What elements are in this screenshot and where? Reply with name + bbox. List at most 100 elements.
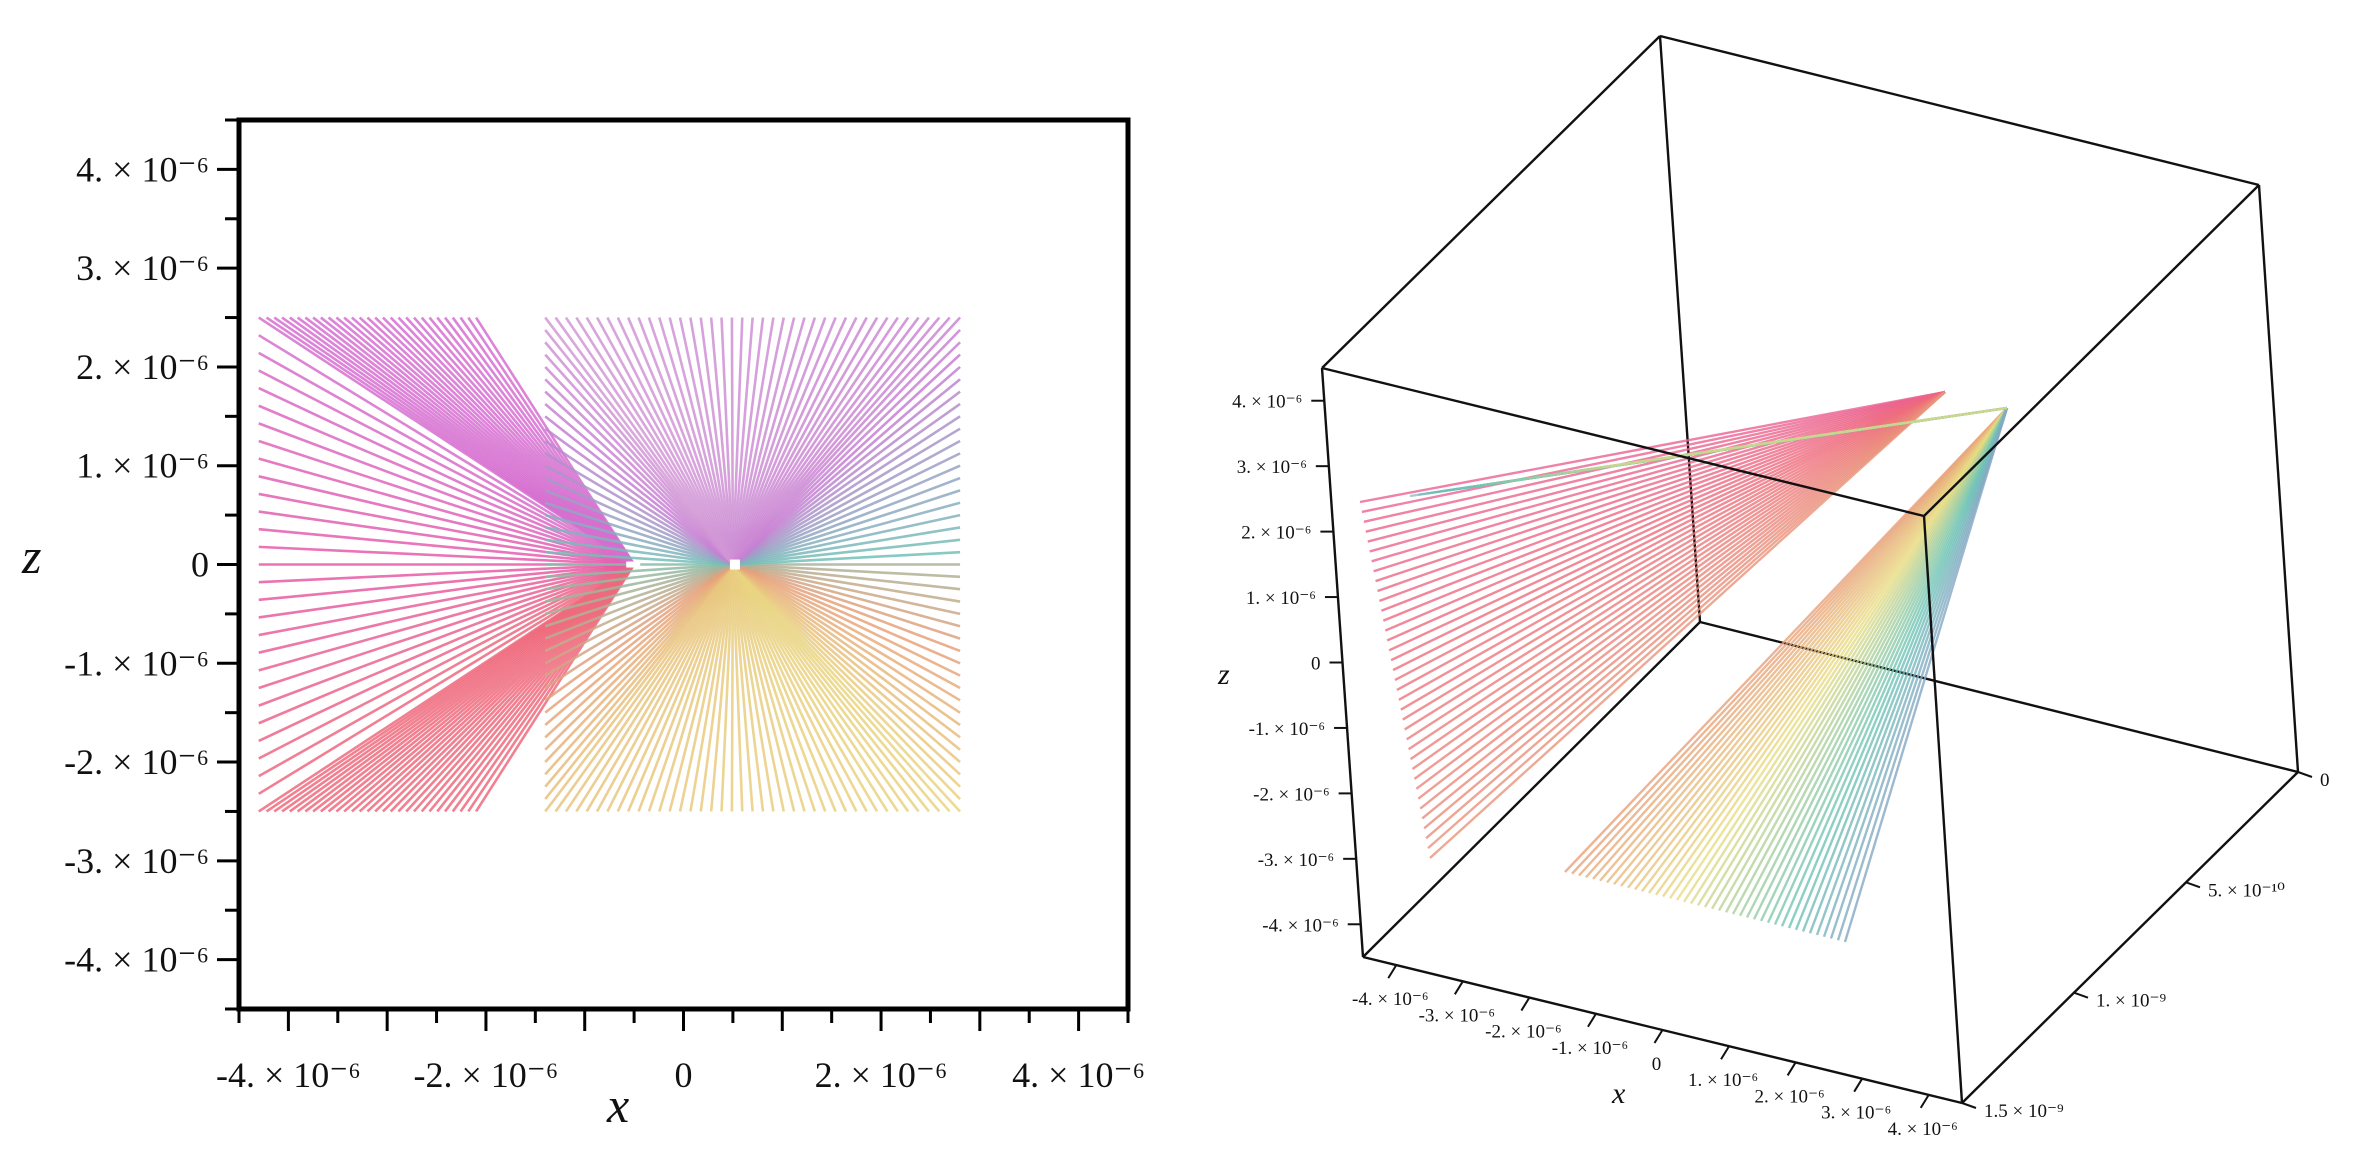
y-tick-label: -3. × 10⁻⁶ [64,841,209,881]
x-tick [1786,1061,1797,1076]
series-line [731,317,837,565]
series-line [732,464,961,566]
series-line [545,550,733,566]
series-line [564,316,734,566]
series-line [658,317,735,565]
y-tick-label: 1. × 10⁻⁹ [2096,991,2166,1012]
series-line [544,526,734,566]
series-line [732,489,961,566]
series-line [1394,390,1946,682]
series-line [731,317,786,565]
x-tick-label: 4. × 10⁻⁶ [1012,1055,1145,1095]
series-line [544,563,734,640]
series-line [732,476,961,566]
x-tick [1853,1078,1864,1093]
series-line [731,316,879,566]
series-line [731,316,930,566]
z-tick-label: -1. × 10⁻⁶ [1249,719,1325,740]
x-tick [1720,1045,1730,1060]
box-edge [1362,621,1701,958]
series-line [731,316,910,566]
series-line [1417,391,1946,800]
series-line [731,564,754,812]
series-line [731,317,775,565]
series-line [732,563,961,739]
series-line [258,563,635,672]
series-line [732,563,961,751]
series-line [731,563,962,813]
series-line [731,564,744,812]
series-line [732,402,961,566]
series-line [731,316,858,566]
series-line [1421,391,1946,820]
series-line [730,564,735,812]
series-line [731,317,744,565]
series-line [544,366,734,566]
series-line [1836,407,2009,941]
series-line [732,439,961,566]
series-line [731,563,961,788]
series-line [668,564,735,812]
series-line [544,476,734,566]
x-tick-label: -4. × 10⁻⁶ [216,1055,361,1095]
series-line [732,563,961,702]
series-line [595,316,735,566]
z-tick-label: -4. × 10⁻⁶ [1262,915,1338,936]
series-line [731,316,962,566]
plot-3d-front-edges [1320,34,2300,1105]
series-line [731,563,868,813]
series-line [544,329,734,566]
x-tick-label: -2. × 10⁻⁶ [414,1055,559,1095]
series-line [544,563,734,653]
series-line [1379,390,1946,603]
series-line [731,564,817,812]
z-tick-label: 0 [1311,654,1321,675]
x-tick-label: -4. × 10⁻⁶ [1352,989,1428,1010]
center-point [626,561,641,568]
series-line [732,550,961,566]
series-line [731,563,879,813]
series-line [1363,390,1946,523]
series-line [616,317,735,566]
series-line [731,563,848,812]
series-line [544,563,734,628]
series-line [258,563,635,707]
series-line [544,513,734,566]
series-line [258,563,635,725]
y-tick-label: 3. × 10⁻⁶ [76,248,209,288]
series-line [731,317,848,566]
series-line [732,563,961,616]
series-line [544,563,734,616]
series-line [1407,391,1946,751]
series-line [1402,390,1946,721]
series-line [731,316,920,566]
y-tick-label: 1. × 10⁻⁶ [76,446,209,486]
series-line [731,317,817,565]
series-line [730,317,735,565]
series-line [732,378,961,566]
series-line [731,563,910,813]
series-line [732,563,961,764]
series-line [544,427,734,566]
series-line [606,316,735,566]
center-point [729,559,740,570]
series-line [731,563,858,813]
series-line [732,563,961,640]
series-line [606,563,735,813]
z-tick-label: 2. × 10⁻⁶ [1241,523,1311,544]
plot-3d-zlabel: z [1217,658,1230,691]
series-line [1367,390,1946,543]
series-line [731,563,889,813]
series-line [731,564,775,812]
x-tick-label: -2. × 10⁻⁶ [1485,1022,1561,1043]
series-line [616,563,735,812]
series-line [544,378,734,566]
series-line [258,563,635,743]
x-tick-label: 2. × 10⁻⁶ [815,1055,948,1095]
series-line [732,538,961,566]
series-line [575,316,734,566]
series-line [732,563,961,579]
series-line [544,439,734,566]
series-line [731,317,765,565]
series-line [544,563,734,714]
